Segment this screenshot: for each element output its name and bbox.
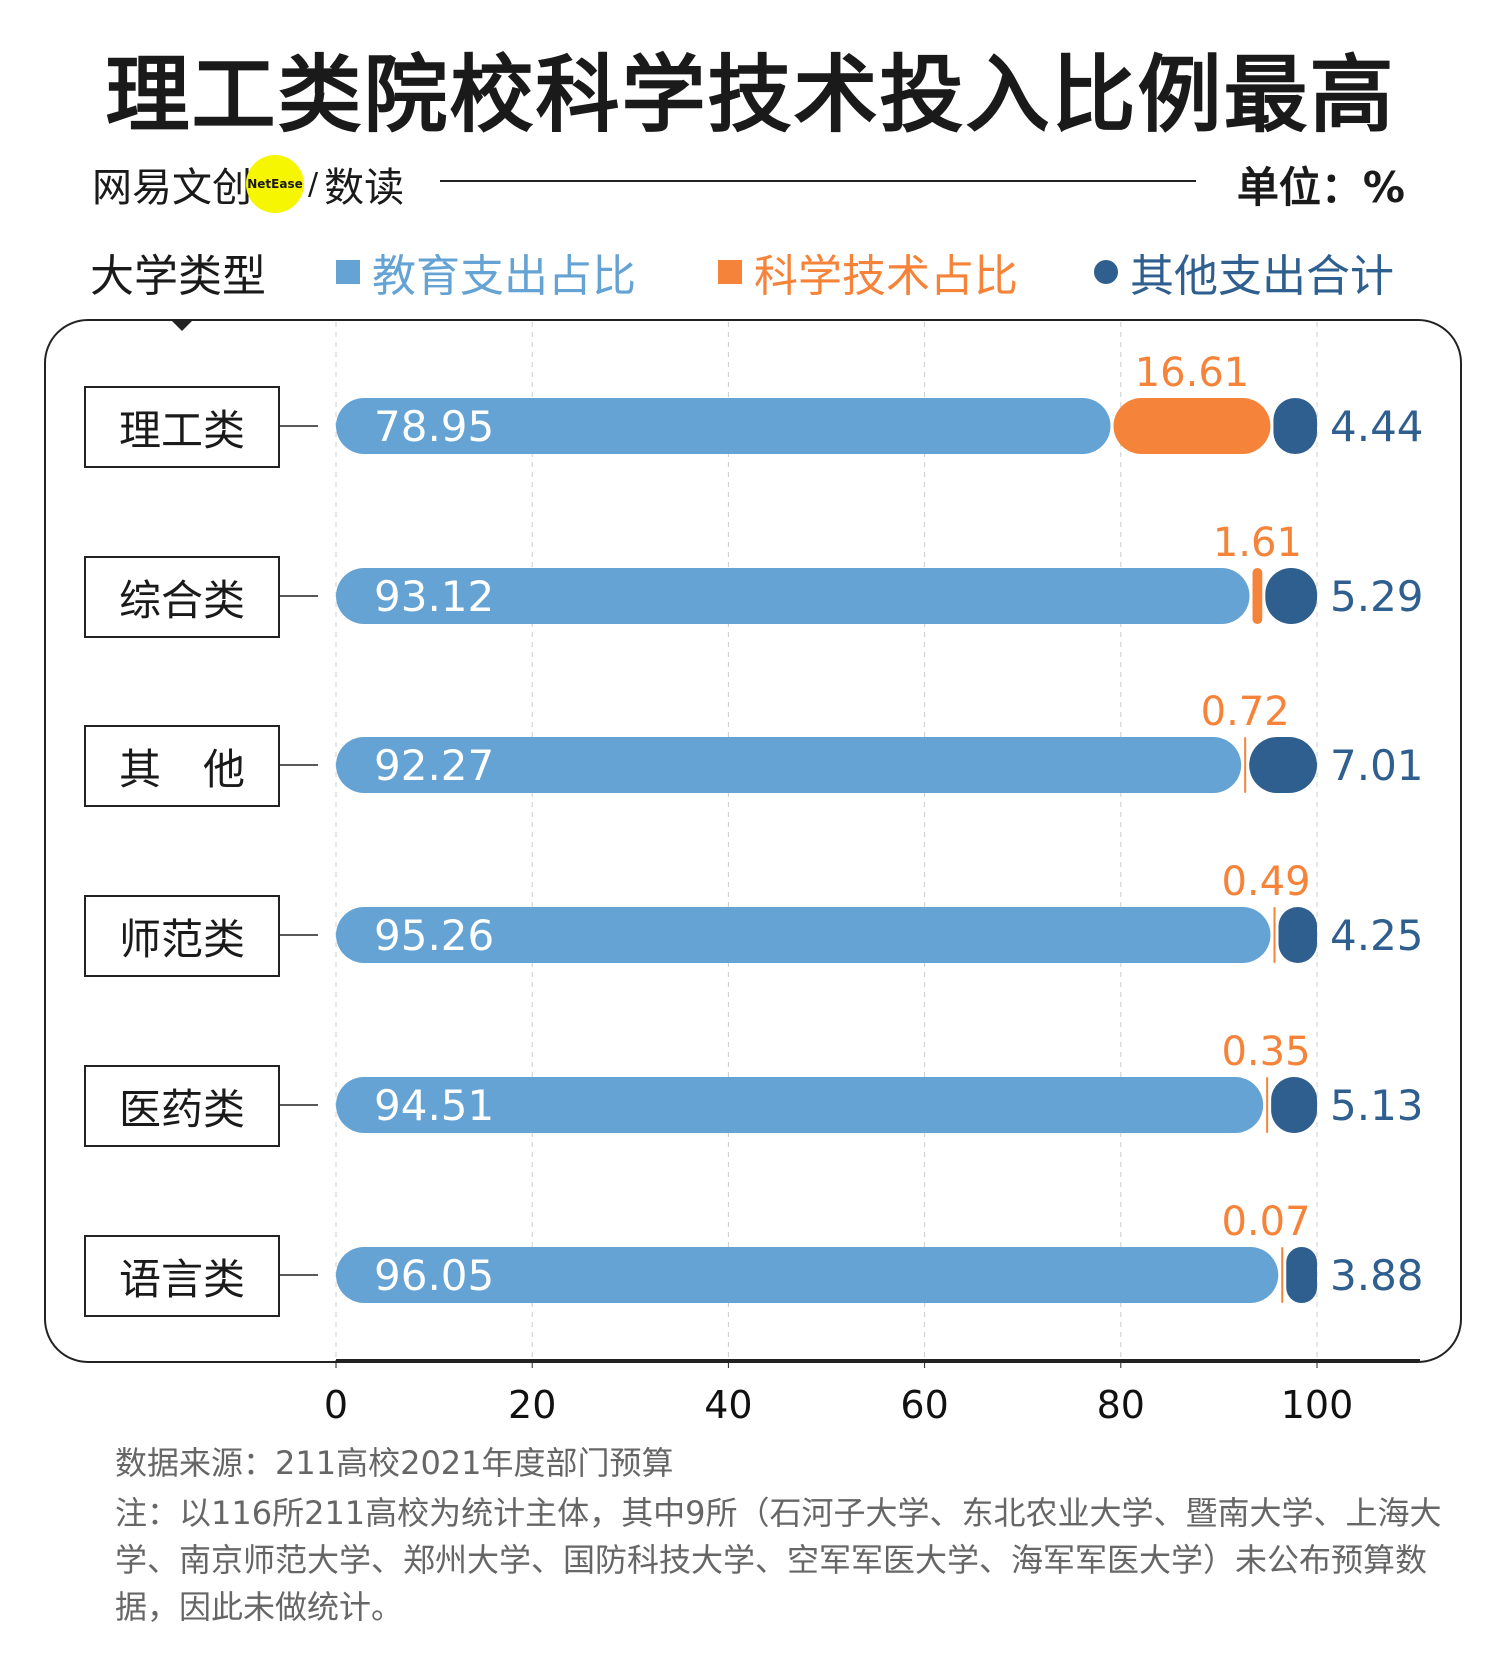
bar-science [1266, 1077, 1269, 1133]
tick-label: 100 [1281, 1383, 1354, 1427]
bar-science [1113, 398, 1271, 454]
label-science: 0.72 [1201, 689, 1290, 735]
bar-other [1271, 1077, 1317, 1133]
legend-swatch-square [336, 260, 360, 284]
legend-swatch-square [718, 260, 742, 284]
label-education: 94.51 [374, 1081, 494, 1130]
bar-other [1249, 737, 1317, 793]
category-label: 医药类 [84, 1065, 280, 1147]
tick-label: 20 [508, 1383, 556, 1427]
chart-title: 理工类院校科学技术投入比例最高 [105, 46, 1396, 144]
brand-separator: / [308, 166, 319, 202]
legend-label: 其他支出合计 [1130, 251, 1394, 302]
label-science: 0.07 [1221, 1199, 1310, 1245]
unit-label: 单位：% [1236, 163, 1405, 212]
bar-other [1273, 398, 1317, 454]
label-other: 4.25 [1330, 911, 1424, 960]
bar-other [1286, 1247, 1317, 1303]
category-label: 理工类 [84, 386, 280, 468]
bar-education [336, 737, 1242, 793]
legend-label: 科学技术占比 [754, 251, 1018, 302]
label-other: 5.13 [1330, 1081, 1424, 1130]
legend-label: 教育支出占比 [372, 251, 636, 302]
bar-education [336, 1077, 1264, 1133]
legend-education: 教育支出占比 [336, 240, 636, 304]
legend-swatch-dot [1094, 260, 1118, 284]
label-science: 16.61 [1135, 350, 1250, 396]
caret-icon [170, 319, 194, 331]
bar-science [1244, 737, 1247, 793]
bar-other [1265, 568, 1317, 624]
category-label: 师范类 [84, 895, 280, 977]
label-other: 4.44 [1330, 402, 1424, 451]
category-header: 大学类型 [90, 251, 266, 302]
category-label: 综合类 [84, 556, 280, 638]
label-education: 95.26 [374, 911, 494, 960]
label-education: 96.05 [374, 1251, 494, 1300]
label-other: 5.29 [1330, 572, 1424, 621]
legend-science: 科学技术占比 [718, 240, 1018, 304]
label-education: 92.27 [374, 741, 494, 790]
brand-logo: 网易文创 NetEase / 数读 [92, 155, 404, 213]
label-science: 1.61 [1213, 520, 1302, 566]
bar-science [1273, 907, 1276, 963]
bar-education [336, 1247, 1279, 1303]
chart-panel [44, 319, 1462, 1363]
header-rule [440, 180, 1196, 182]
label-other: 3.88 [1330, 1251, 1424, 1300]
bar-science [1252, 568, 1263, 624]
label-education: 78.95 [374, 402, 494, 451]
brand-badge: NetEase [246, 155, 304, 213]
bar-education [336, 907, 1271, 963]
label-education: 93.12 [374, 572, 494, 621]
bar-education [336, 568, 1250, 624]
label-science: 0.35 [1221, 1029, 1310, 1075]
source-text: 数据来源：211高校2021年度部门预算 [115, 1444, 674, 1482]
bar-other [1278, 907, 1317, 963]
legend-other: 其他支出合计 [1094, 240, 1394, 304]
category-label: 语言类 [84, 1235, 280, 1317]
label-science: 0.49 [1221, 859, 1310, 905]
tick-label: 0 [324, 1383, 348, 1427]
category-label: 其 他 [84, 725, 280, 807]
note-text: 注：以116所211高校为统计主体，其中9所（石河子大学、东北农业大学、暨南大学… [115, 1494, 1442, 1626]
label-other: 7.01 [1330, 741, 1424, 790]
bar-science [1281, 1247, 1284, 1303]
tick-label: 80 [1097, 1383, 1145, 1427]
brand-sub: 数读 [324, 165, 405, 211]
bar-education [336, 398, 1111, 454]
tick-label: 60 [900, 1383, 948, 1427]
brand-name: 网易文创 [92, 165, 252, 211]
tick-label: 40 [704, 1383, 752, 1427]
